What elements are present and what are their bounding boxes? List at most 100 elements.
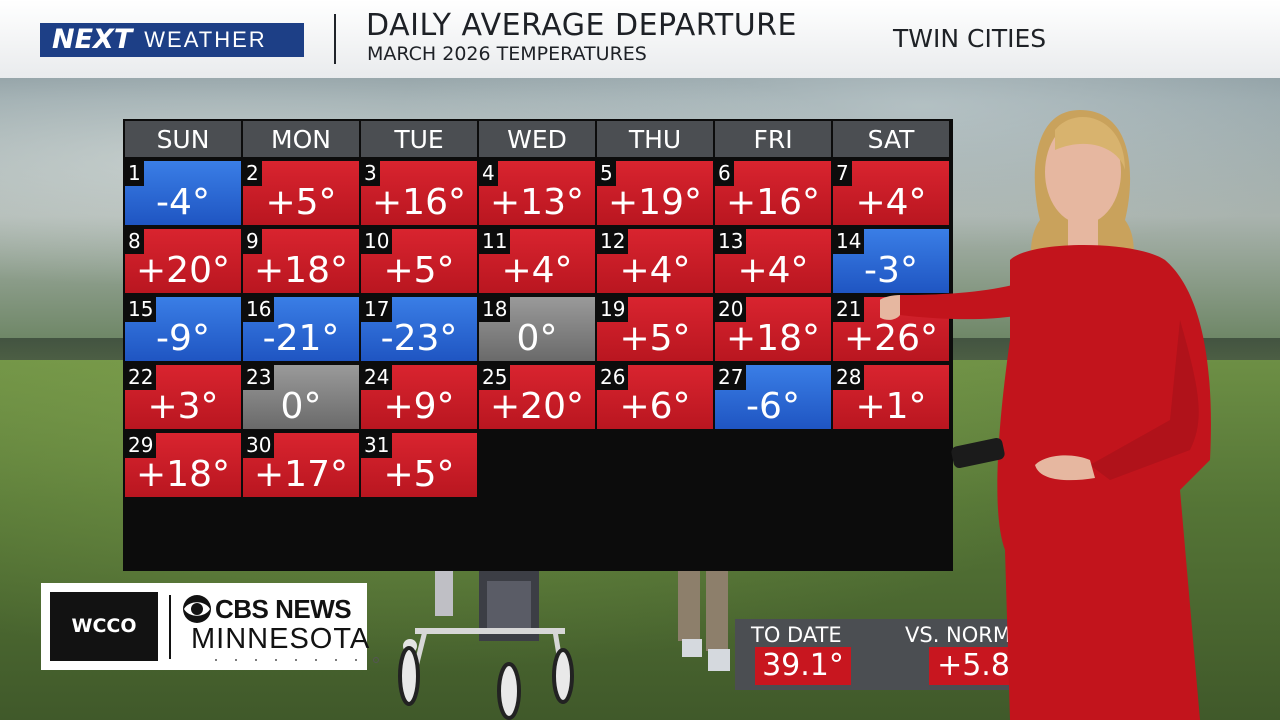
- cbs-news-text: CBS NEWS: [215, 593, 352, 624]
- brand-weather-text: WEATHER: [144, 27, 267, 52]
- temperature-departure: +5°: [383, 250, 455, 291]
- to-date-value: 39.1°: [755, 647, 851, 685]
- temperature-departure: +18°: [136, 454, 230, 495]
- temperature-departure: -3°: [864, 250, 918, 291]
- station-bug: WCCO CBS NEWS MINNESOTA: [41, 583, 379, 670]
- day-cell: 14 -3°: [833, 229, 949, 293]
- header-bar: NEXT WEATHER DAILY AVERAGE DEPARTURE MAR…: [0, 0, 1280, 78]
- temperature-departure: +1°: [855, 386, 927, 427]
- presenter-graphic: [880, 110, 1211, 720]
- day-number: 15: [125, 297, 157, 322]
- day-number: 9: [243, 229, 262, 254]
- temperature-departure: -6°: [746, 386, 800, 427]
- day-number: 26: [597, 365, 629, 390]
- temperature-departure: -9°: [156, 318, 210, 359]
- day-number: 13: [715, 229, 747, 254]
- temperature-departure: +20°: [136, 250, 230, 291]
- temperature-departure: +5°: [619, 318, 691, 359]
- day-number: 20: [715, 297, 747, 322]
- day-cell: 10 +5°: [361, 229, 477, 293]
- day-number: 11: [479, 229, 511, 254]
- day-number: 18: [479, 297, 511, 322]
- day-cell: 16 -21°: [243, 297, 359, 361]
- cbs-eye-icon: [183, 595, 211, 623]
- temperature-departure: +18°: [726, 318, 820, 359]
- temperature-departure: 0°: [516, 318, 558, 359]
- day-number: 16: [243, 297, 275, 322]
- day-number: 22: [125, 365, 157, 390]
- departure-calendar: TO DATE 39.1° VS. NORMAL +5.8° SUN MON TUE…: [123, 119, 1075, 690]
- day-number: 3: [361, 161, 380, 186]
- day-number: 10: [361, 229, 393, 254]
- brand-next-text: NEXT: [52, 24, 133, 55]
- weekday-header-thu: THU: [597, 121, 713, 157]
- day-cell: 2 +5°: [243, 161, 359, 225]
- day-number: 30: [243, 433, 275, 458]
- location-label: TWIN CITIES: [893, 24, 1047, 53]
- weekday-header-tue: TUE: [361, 121, 477, 157]
- header-divider: [334, 14, 336, 64]
- day-cell: 29 +18°: [125, 433, 241, 497]
- weekday-header-sun: SUN: [125, 121, 241, 157]
- temperature-departure: +19°: [608, 182, 702, 223]
- day-cell: 26 +6°: [597, 365, 713, 429]
- day-cell: 7 +4°: [833, 161, 949, 225]
- temperature-departure: 0°: [280, 386, 322, 427]
- temperature-departure: +16°: [372, 182, 466, 223]
- day-number: 14: [833, 229, 865, 254]
- day-number: 6: [715, 161, 734, 186]
- temperature-departure: +6°: [619, 386, 691, 427]
- day-number: 21: [833, 297, 865, 322]
- temperature-departure: +5°: [383, 454, 455, 495]
- day-number: 12: [597, 229, 629, 254]
- temperature-departure: +13°: [490, 182, 584, 223]
- temperature-departure: +4°: [737, 250, 809, 291]
- day-number: 1: [125, 161, 144, 186]
- day-cell: 9 +18°: [243, 229, 359, 293]
- day-number: 17: [361, 297, 393, 322]
- weekday-header-fri: FRI: [715, 121, 831, 157]
- graphic-subtitle: MARCH 2026 TEMPERATURES: [367, 43, 647, 65]
- day-cell: 20 +18°: [715, 297, 831, 361]
- day-cell: 28 +1°: [833, 365, 949, 429]
- temperature-departure: +20°: [490, 386, 584, 427]
- day-cell: 24 +9°: [361, 365, 477, 429]
- temperature-departure: +18°: [254, 250, 348, 291]
- day-cell: 6 +16°: [715, 161, 831, 225]
- day-number: 2: [243, 161, 262, 186]
- temperature-departure: -21°: [262, 318, 340, 359]
- day-cell: 13 +4°: [715, 229, 831, 293]
- day-number: 27: [715, 365, 747, 390]
- day-number: 28: [833, 365, 865, 390]
- day-cell: 22 +3°: [125, 365, 241, 429]
- day-cell: 12 +4°: [597, 229, 713, 293]
- day-cell: 8 +20°: [125, 229, 241, 293]
- temperature-departure: +5°: [265, 182, 337, 223]
- temperature-departure: +4°: [619, 250, 691, 291]
- day-cell: 23 0°: [243, 365, 359, 429]
- temperature-departure: +9°: [383, 386, 455, 427]
- weekday-header-wed: WED: [479, 121, 595, 157]
- day-cell: 3 +16°: [361, 161, 477, 225]
- temperature-departure: -23°: [380, 318, 458, 359]
- day-cell: 25 +20°: [479, 365, 595, 429]
- graphic-title: DAILY AVERAGE DEPARTURE: [366, 8, 797, 43]
- day-cell: 11 +4°: [479, 229, 595, 293]
- day-cell: 1 -4°: [125, 161, 241, 225]
- day-cell: 5 +19°: [597, 161, 713, 225]
- day-number: 29: [125, 433, 157, 458]
- temperature-departure: -4°: [156, 182, 210, 223]
- region-text: MINNESOTA: [191, 623, 371, 655]
- temperature-departure: +4°: [855, 182, 927, 223]
- wcco-logo: WCCO: [50, 592, 158, 661]
- walker-legs-graphic: [678, 571, 730, 671]
- next-weather-logo: NEXT WEATHER: [40, 23, 304, 57]
- weekday-header-sat: SAT: [833, 121, 949, 157]
- temperature-departure: +17°: [254, 454, 348, 495]
- summary-panel: TO DATE 39.1° VS. NORMAL +5.8°: [735, 619, 1075, 690]
- day-number: 19: [597, 297, 629, 322]
- day-cell: 27 -6°: [715, 365, 831, 429]
- weekday-header-mon: MON: [243, 121, 359, 157]
- day-cell: 4 +13°: [479, 161, 595, 225]
- day-number: 5: [597, 161, 616, 186]
